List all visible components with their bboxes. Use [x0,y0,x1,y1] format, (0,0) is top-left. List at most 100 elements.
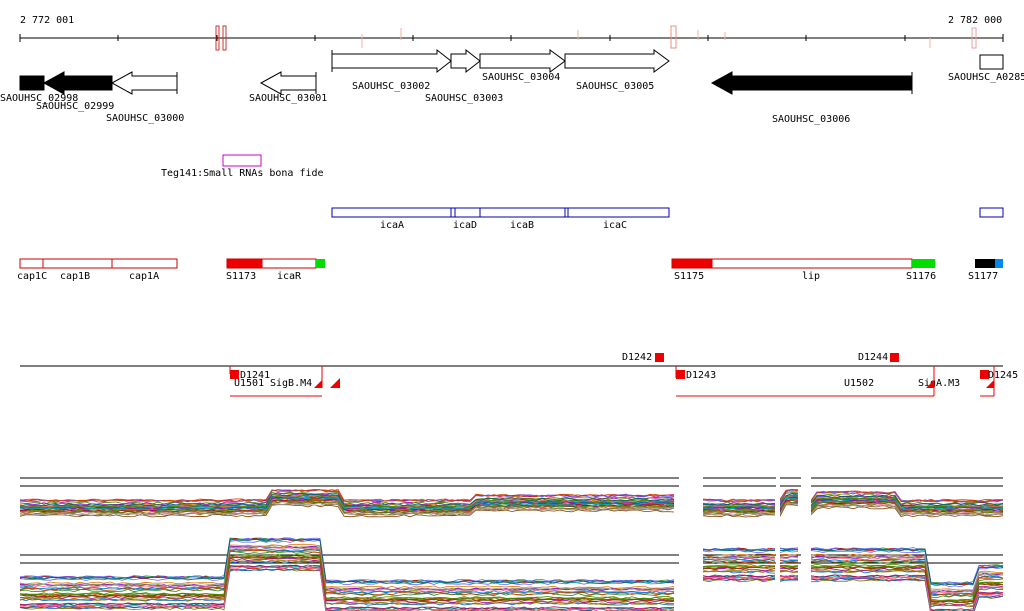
ruler-marker [971,27,977,49]
operon-label: S1175 [674,271,704,282]
gene-arrow[interactable] [259,71,317,95]
profile-line [19,489,675,503]
profile-line [779,493,799,506]
operon-feature[interactable] [331,207,452,218]
profile-line [779,556,799,559]
profile-line [19,556,675,602]
operon-feature[interactable] [479,207,566,218]
profile-line [702,564,776,567]
profile-line [810,577,1004,611]
transcript-track: D1242 D1244 D1241 U1501 SigB.M4 D1243 U1… [20,352,1018,397]
profile-line [19,568,615,611]
profile-line [810,566,1004,603]
profile-line [810,576,1004,611]
breakpoint-d1244[interactable] [890,353,899,362]
profile-line [811,560,1004,599]
profile-line [810,555,1004,593]
profile-line [779,566,799,569]
profile-line [810,567,1004,606]
transcript-label: D1244 [858,352,888,363]
segment-green[interactable] [316,259,325,268]
operon-label: icaC [603,220,627,231]
operon-label: cap1C [17,271,47,282]
segment-blue[interactable] [995,259,1003,268]
profile-gap [802,470,811,605]
profile-line [779,577,799,580]
profile-line [810,548,1004,586]
gene-arrow[interactable] [331,48,452,74]
gene-arrow[interactable] [479,49,566,73]
gene-arrow[interactable] [42,71,113,95]
profile-line [779,575,799,578]
transcript-label: SigA.M3 [918,378,960,389]
operon-label: icaA [380,220,404,231]
gene-arrow[interactable] [979,54,1004,70]
operon-label: cap1A [129,271,159,282]
ruler-end-label: 2 782 000 [948,15,1002,26]
gene-label: SAOUHSC_03001 [249,93,327,104]
profile-line [810,499,1004,511]
operon-label: S1177 [968,271,998,282]
operon-feature[interactable] [567,207,670,218]
profile-line [810,500,1004,512]
profile-line [19,559,675,605]
profile-line [702,565,776,568]
profile-line [19,543,675,589]
profile-line [779,499,799,510]
operon-feature[interactable] [111,258,178,269]
operon-feature[interactable] [454,207,481,218]
segment-s1173[interactable] [226,258,263,269]
profile-line [19,564,675,610]
profile-line [702,512,776,516]
profile-line [19,499,675,513]
srna-label: Teg141:Small RNAs bona fide [161,168,324,179]
profile-line [810,491,1004,503]
gene-arrow[interactable] [710,71,913,95]
operon-feature[interactable] [979,207,1004,218]
profile-line [702,498,776,502]
segment-s1175[interactable] [671,258,713,269]
operon-feature[interactable] [42,258,113,269]
segment-s1176[interactable] [912,259,935,268]
profile-line [779,502,799,514]
operon-label: icaD [453,220,477,231]
gene-label: SAOUHSC_03004 [482,72,560,83]
profile-line [779,501,799,514]
profile-line [810,569,1004,607]
profile-line [779,498,799,509]
profile-line [810,569,1004,607]
transcript-label: U1501 [234,378,264,389]
operon-feature[interactable] [450,207,456,218]
profile-line [19,553,675,600]
gene-arrow[interactable] [564,49,670,73]
profile-line [779,489,799,500]
breakpoint-d1241[interactable] [230,370,239,379]
gene-label: SAOUHSC_03006 [772,114,850,125]
profile-line [19,537,675,583]
profile-line [702,560,776,564]
profile-line [779,564,799,567]
profile-line [811,578,1004,611]
breakpoint-d1243[interactable] [676,370,685,379]
srna-feature[interactable] [222,154,262,167]
profile-line [19,502,675,516]
operon-feature[interactable] [261,258,317,269]
operon-label: lip [802,271,820,282]
gene-label: SAOUHSC_02999 [36,101,114,112]
segment-s1177[interactable] [975,259,995,268]
gene-arrow[interactable] [450,48,481,74]
operon-feature[interactable] [711,258,913,269]
operon-feature[interactable] [19,258,44,269]
profile-line [702,577,776,582]
profile-line [810,574,1004,611]
operon-label: icaR [277,271,302,282]
expression-profiles [19,470,1004,611]
gene-arrow[interactable] [19,75,45,91]
transcript-label: SigB.M4 [270,378,312,389]
breakpoint-d1242[interactable] [655,353,664,362]
operon-track-red: cap1C cap1B cap1A S1173 icaR S1175 lip S… [17,258,1003,282]
breakpoint-d1245[interactable] [980,370,989,379]
gene-arrow[interactable] [110,71,178,95]
profile-line [702,576,776,580]
transcript-label: D1241 [240,370,270,381]
